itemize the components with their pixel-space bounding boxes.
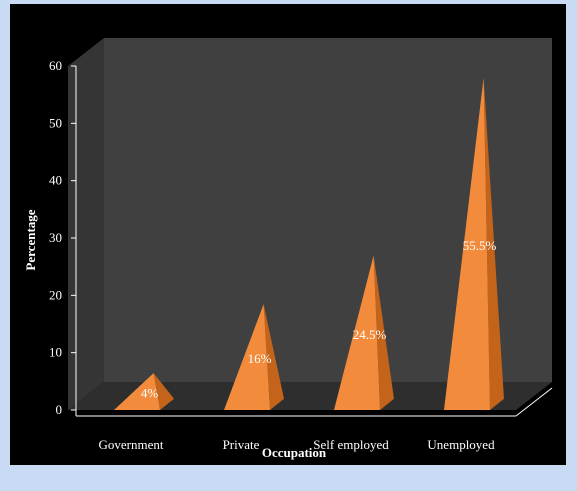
bar-government: 4% bbox=[114, 373, 174, 410]
y-tick-label: 60 bbox=[49, 58, 62, 73]
y-tick-label: 50 bbox=[49, 115, 62, 130]
bars: 4% 16% 24.5% 55.5% bbox=[114, 77, 504, 411]
chart-walls bbox=[68, 38, 552, 410]
y-tick-label: 20 bbox=[49, 287, 62, 302]
x-tick-label: Unemployed bbox=[427, 437, 495, 452]
side-wall bbox=[68, 38, 104, 410]
bar-side-face bbox=[263, 304, 284, 410]
y-axis-title: Percentage bbox=[23, 209, 38, 270]
data-label: 16% bbox=[248, 351, 272, 366]
x-axis-title: Occupation bbox=[262, 445, 327, 460]
floor bbox=[68, 382, 552, 410]
y-tick-label: 40 bbox=[49, 173, 62, 188]
x-tick-label: Government bbox=[99, 437, 164, 452]
bar-self-employed: 24.5% bbox=[334, 255, 394, 410]
y-axis: 0 10 20 30 40 50 60 bbox=[49, 58, 77, 417]
chart-area: 0 10 20 30 40 50 60 4% 16% 24.5% 55.5% Government… bbox=[10, 4, 566, 465]
bar-front-face bbox=[334, 255, 380, 410]
data-label: 4% bbox=[141, 386, 159, 401]
y-tick-label: 10 bbox=[49, 345, 62, 360]
bar-side-face bbox=[483, 77, 504, 411]
back-wall bbox=[104, 38, 552, 382]
x-axis-depth-line bbox=[515, 387, 553, 417]
bar-side-face bbox=[153, 373, 174, 410]
bar-unemployed: 55.5% bbox=[444, 77, 504, 411]
data-label: 24.5% bbox=[353, 327, 387, 342]
pyramid-chart: 0 10 20 30 40 50 60 4% 16% 24.5% 55.5% Government… bbox=[23, 38, 553, 460]
y-tick-label: 0 bbox=[56, 402, 63, 417]
data-label: 55.5% bbox=[463, 238, 497, 253]
x-axis: Government Private Self employed Unemployed bbox=[76, 387, 553, 452]
y-tick-label: 30 bbox=[49, 230, 62, 245]
bar-front-face bbox=[444, 77, 490, 411]
x-tick-label: Self employed bbox=[313, 437, 389, 452]
bar-private: 16% bbox=[224, 304, 284, 410]
bar-front-face bbox=[114, 373, 160, 410]
bar-side-face bbox=[373, 255, 394, 410]
bar-front-face bbox=[224, 304, 270, 410]
x-tick-label: Private bbox=[223, 437, 260, 452]
